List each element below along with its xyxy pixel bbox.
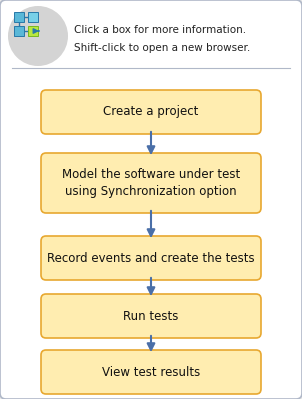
Text: Create a project: Create a project: [103, 105, 199, 119]
Text: Click a box for more information.: Click a box for more information.: [74, 25, 246, 35]
FancyBboxPatch shape: [41, 153, 261, 213]
Text: Record events and create the tests: Record events and create the tests: [47, 251, 255, 265]
Text: Model the software under test
using Synchronization option: Model the software under test using Sync…: [62, 168, 240, 198]
Text: Shift-click to open a new browser.: Shift-click to open a new browser.: [74, 43, 250, 53]
FancyBboxPatch shape: [28, 12, 38, 22]
FancyBboxPatch shape: [41, 236, 261, 280]
Text: Run tests: Run tests: [123, 310, 179, 322]
FancyBboxPatch shape: [41, 294, 261, 338]
FancyBboxPatch shape: [14, 26, 24, 36]
FancyBboxPatch shape: [14, 12, 24, 22]
FancyBboxPatch shape: [28, 26, 38, 36]
Circle shape: [8, 6, 68, 66]
FancyBboxPatch shape: [41, 350, 261, 394]
Text: View test results: View test results: [102, 365, 200, 379]
FancyBboxPatch shape: [41, 90, 261, 134]
